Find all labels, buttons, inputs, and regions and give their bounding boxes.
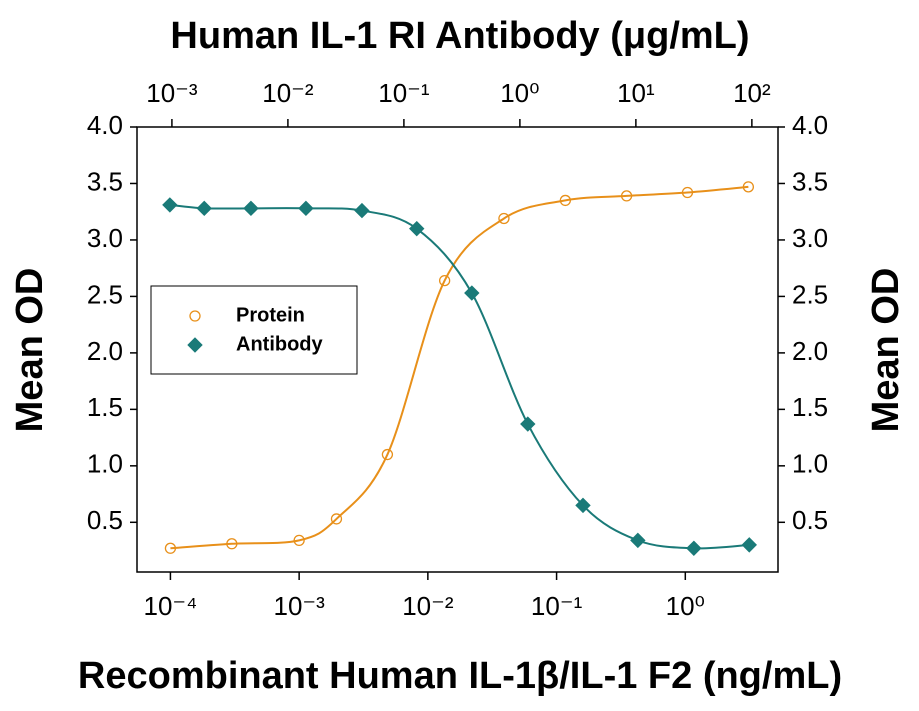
x2-tick-label: 10¹ <box>617 78 655 108</box>
legend-label: Protein <box>236 304 305 326</box>
y2-tick-label: 3.0 <box>792 223 828 253</box>
y2-tick-label: 2.0 <box>792 336 828 366</box>
data-point <box>164 542 177 554</box>
data-point <box>354 202 370 219</box>
plot-frame <box>136 126 779 573</box>
y2-tick-label: 0.5 <box>792 505 828 535</box>
data-point <box>498 212 510 225</box>
data-point <box>681 186 694 199</box>
legend-label: Antibody <box>236 333 324 355</box>
legend-box <box>150 285 358 375</box>
y-tick-label: 0.5 <box>87 505 123 535</box>
y-tick-label: 1.5 <box>87 392 123 422</box>
data-point <box>330 513 343 525</box>
data-point <box>520 416 536 432</box>
y2-tick-label: 1.5 <box>792 392 828 422</box>
data-point <box>559 194 572 207</box>
y2-tick-label: 2.5 <box>792 279 828 309</box>
data-point <box>409 220 425 237</box>
x2-tick-label: 10⁻³ <box>146 78 198 108</box>
y-tick-label: 3.0 <box>87 223 123 253</box>
data-point <box>620 190 633 202</box>
y2-tick-label: 4.0 <box>792 110 828 140</box>
x-tick-label: 10⁻⁴ <box>144 591 198 621</box>
bottom-axis-title: Recombinant Human IL-1β/IL-1 F2 (ng/mL) <box>78 655 842 697</box>
data-point <box>741 537 757 553</box>
x-tick-label: 10⁻² <box>402 591 454 621</box>
y-tick-label: 1.0 <box>87 449 123 479</box>
legend-marker <box>187 337 203 353</box>
data-point <box>381 448 394 461</box>
fit-curve <box>170 185 749 550</box>
data-point <box>162 197 178 213</box>
x2-tick-label: 10⁻² <box>262 78 314 108</box>
x-tick-label: 10⁻³ <box>273 591 325 621</box>
x2-tick-label: 10⁰ <box>500 78 539 108</box>
legend-marker <box>189 310 201 322</box>
data-point <box>243 200 259 217</box>
top-axis-title: Human IL-1 RI Antibody (μg/mL) <box>170 15 749 57</box>
x2-tick-label: 10⁻¹ <box>378 78 430 108</box>
left-axis-title: Mean OD <box>9 268 51 433</box>
y2-tick-label: 1.0 <box>792 449 828 479</box>
data-point <box>226 538 238 550</box>
data-point <box>196 200 212 217</box>
data-point <box>464 285 480 301</box>
y-tick-label: 3.5 <box>87 166 123 196</box>
y2-tick-label: 3.5 <box>792 166 828 196</box>
data-point <box>575 497 591 514</box>
data-point <box>686 540 702 556</box>
x-tick-label: 10⁻¹ <box>531 591 583 621</box>
y-tick-label: 2.0 <box>87 336 123 366</box>
data-point <box>438 274 451 287</box>
data-point <box>293 534 305 547</box>
x2-tick-label: 10² <box>733 78 771 108</box>
data-point <box>742 181 755 193</box>
right-axis-title: Mean OD <box>865 268 907 433</box>
data-point <box>298 200 314 217</box>
x-tick-label: 10⁰ <box>666 591 705 621</box>
y-tick-label: 2.5 <box>87 279 123 309</box>
data-point <box>630 532 646 549</box>
y-tick-label: 4.0 <box>87 110 123 140</box>
